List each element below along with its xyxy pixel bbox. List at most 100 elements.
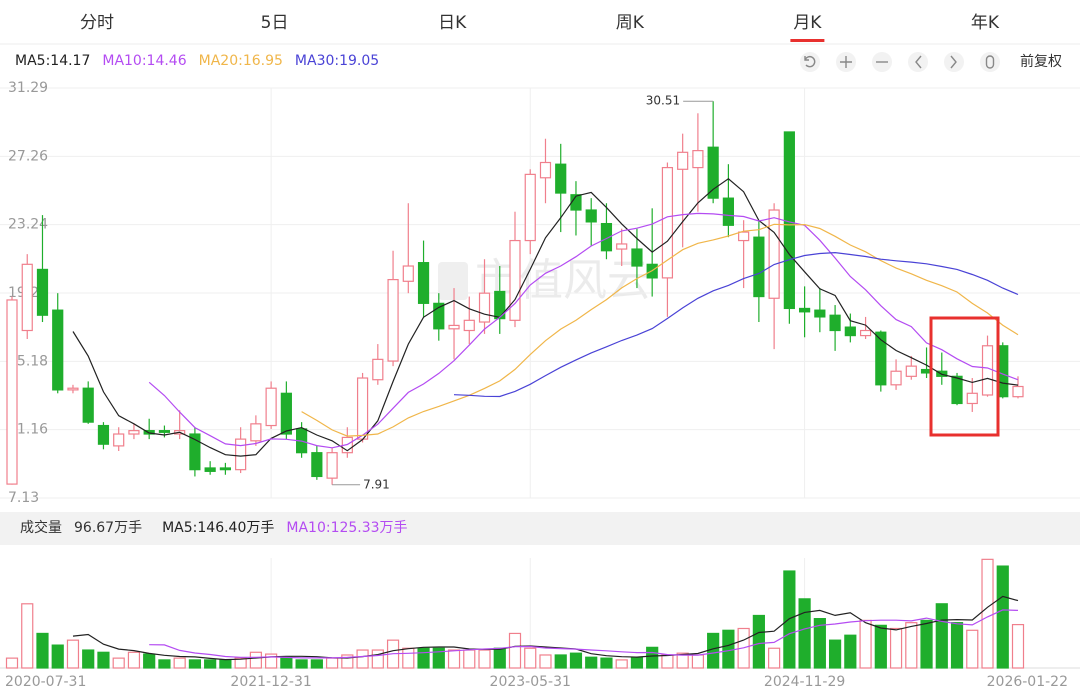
candle-body	[128, 430, 140, 435]
x-tick-label: 2026-01-22	[987, 674, 1068, 690]
volume-bar	[493, 647, 506, 669]
x-tick-label: 2021-12-31	[230, 674, 311, 690]
toolbar	[800, 52, 1000, 72]
legend-entry: MA30:19.05	[295, 53, 379, 69]
candle-body	[402, 265, 414, 282]
candle-body	[859, 329, 872, 337]
tab[interactable]: 年K	[971, 13, 1000, 33]
y-tick-label: 7.13	[8, 490, 39, 506]
highlight-box	[929, 316, 1000, 437]
volume-bar	[36, 632, 49, 669]
volume-bar	[402, 647, 415, 669]
ma-line	[148, 212, 1019, 449]
candle-body	[677, 151, 689, 170]
candle-body	[707, 146, 719, 199]
volume-bar	[828, 639, 842, 669]
y-tick-label: 31.29	[8, 80, 48, 96]
volume-bar	[905, 622, 918, 669]
volume-bar	[630, 656, 644, 669]
y-tick-label: 23.24	[8, 217, 48, 233]
volume-bar	[722, 629, 735, 669]
reset-button[interactable]	[800, 52, 820, 72]
candle-body	[600, 222, 613, 252]
tab[interactable]: 月K	[793, 13, 822, 33]
volume-bar	[249, 651, 262, 669]
volume-bar	[325, 657, 339, 669]
volume-bar	[981, 558, 994, 669]
candle-body	[82, 387, 94, 423]
volume-bar	[341, 654, 354, 669]
candle-body	[753, 236, 765, 298]
extreme-label: 30.51	[646, 94, 680, 108]
x-tick-label: 2023-05-31	[490, 674, 571, 690]
candle-body	[829, 314, 841, 332]
y-tick-label: 11.16	[8, 422, 48, 438]
volume-bar	[143, 653, 156, 669]
candle-body	[219, 467, 231, 471]
tab[interactable]: 分时	[80, 13, 114, 33]
candle-body	[52, 309, 64, 391]
volume-bar	[173, 657, 186, 669]
legend-entry: MA20:16.95	[199, 53, 283, 69]
volume-bar	[752, 614, 765, 669]
tab[interactable]: 周K	[616, 13, 645, 33]
volume-latest: 96.67万手	[74, 520, 142, 536]
volume-bar	[768, 647, 781, 669]
volume-bar	[646, 646, 659, 669]
candle-body	[235, 438, 247, 471]
candle-body	[448, 324, 460, 330]
volume-bar	[1011, 623, 1025, 669]
volume-bar	[356, 649, 369, 669]
volume-bar	[295, 659, 308, 669]
volume-bar	[51, 644, 64, 669]
y-tick-label: 15.18	[8, 353, 48, 369]
candle-body	[539, 161, 552, 179]
volume-bar	[996, 565, 1009, 669]
left-icon	[915, 55, 922, 69]
candle-body	[494, 290, 506, 320]
info-icon	[985, 55, 995, 69]
volume-bar	[554, 654, 567, 669]
x-tick-label: 2020-07-31	[5, 674, 86, 690]
candle-body	[768, 209, 780, 299]
ma-line	[149, 609, 1019, 659]
volume-bar	[920, 619, 933, 669]
volume-bar	[371, 649, 384, 669]
ma-line	[72, 595, 1019, 661]
candle-body	[67, 387, 79, 391]
volume-bar	[204, 659, 217, 669]
candle-body	[158, 430, 171, 433]
candle-body	[555, 163, 567, 194]
tab[interactable]: 日K	[438, 13, 467, 33]
candle-body	[844, 326, 856, 337]
volume-bar	[21, 603, 34, 669]
candle-body	[616, 243, 628, 250]
volume-bar	[463, 649, 476, 669]
info-button[interactable]	[980, 52, 1000, 72]
candle-body	[189, 433, 201, 471]
volume-bar	[569, 652, 583, 669]
left-button[interactable]	[908, 52, 928, 72]
active-tab-underline	[790, 39, 825, 42]
volume-bar	[676, 652, 689, 669]
candle-body	[372, 358, 384, 381]
candle-body	[417, 262, 430, 304]
candle-body	[326, 452, 338, 479]
adjust-label[interactable]: 前复权	[1020, 53, 1062, 70]
volume-bar	[97, 651, 110, 669]
volume-bar	[889, 627, 903, 669]
volume-bar	[432, 647, 445, 669]
right-button[interactable]	[944, 52, 964, 72]
tab[interactable]: 5日	[261, 13, 289, 33]
right-icon	[950, 55, 957, 69]
volume-bar	[600, 657, 613, 669]
reset-icon	[804, 55, 816, 68]
candle-body	[509, 239, 521, 321]
volume-bar	[127, 651, 141, 669]
volume-bar	[188, 659, 202, 669]
candle-body	[356, 377, 369, 440]
volume-bar	[508, 632, 522, 669]
candle-body	[631, 248, 643, 267]
volume-bar	[798, 598, 811, 669]
ma-line	[453, 251, 1019, 398]
